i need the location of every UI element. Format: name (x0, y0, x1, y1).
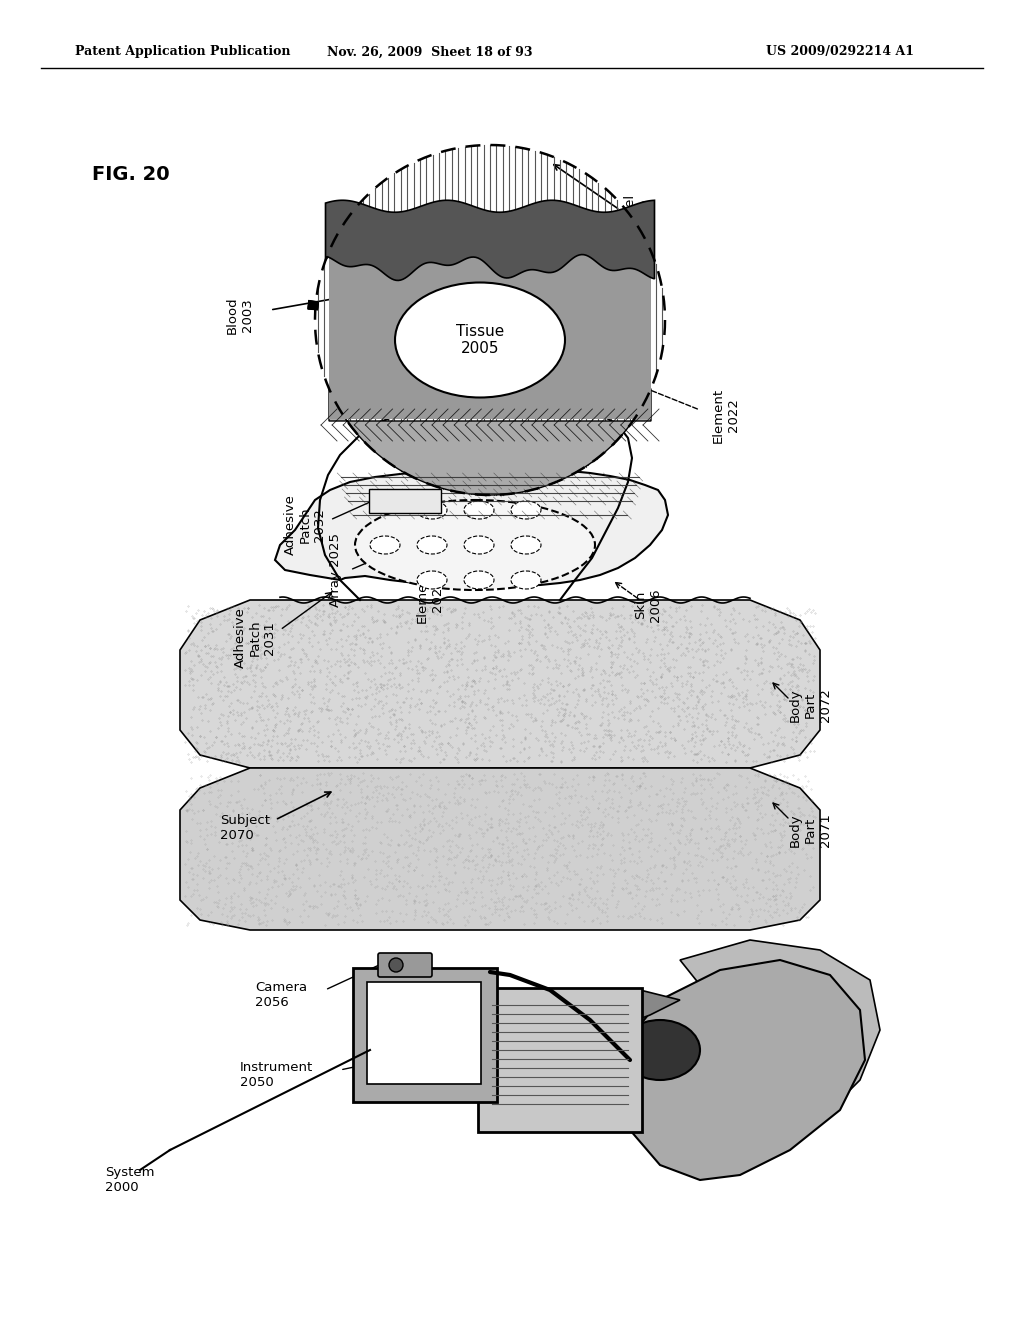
Text: Adhesive
Patch
2031: Adhesive Patch 2031 (233, 607, 276, 668)
Text: Body
Part
2071: Body Part 2071 (788, 813, 831, 847)
Text: System
2000: System 2000 (105, 1166, 155, 1195)
FancyBboxPatch shape (369, 488, 441, 513)
Text: Vessel
2009: Vessel 2009 (624, 194, 652, 236)
Polygon shape (600, 990, 680, 1030)
Polygon shape (326, 201, 654, 280)
Text: US 2009/0292214 A1: US 2009/0292214 A1 (766, 45, 914, 58)
Polygon shape (180, 601, 820, 768)
Text: Instrument
2050: Instrument 2050 (240, 1061, 313, 1089)
Polygon shape (680, 940, 880, 1140)
Text: Adhesive
Patch
2032: Adhesive Patch 2032 (284, 495, 327, 556)
Text: Element
2022: Element 2022 (712, 388, 740, 442)
Text: FIG. 20: FIG. 20 (92, 165, 170, 185)
Text: Camera
2056: Camera 2056 (255, 981, 307, 1008)
Text: Nov. 26, 2009  Sheet 18 of 93: Nov. 26, 2009 Sheet 18 of 93 (328, 45, 532, 58)
Polygon shape (329, 201, 651, 418)
Ellipse shape (389, 958, 403, 972)
Text: Patent Application Publication: Patent Application Publication (75, 45, 291, 58)
Ellipse shape (417, 502, 447, 519)
Ellipse shape (464, 536, 494, 554)
Text: Body
Part
2072: Body Part 2072 (788, 688, 831, 722)
Polygon shape (329, 388, 651, 495)
Text: Blood
2003: Blood 2003 (226, 296, 254, 334)
Ellipse shape (417, 536, 447, 554)
Polygon shape (615, 960, 865, 1180)
FancyBboxPatch shape (378, 953, 432, 977)
Polygon shape (275, 469, 668, 585)
Text: Array 2025: Array 2025 (329, 533, 341, 607)
Ellipse shape (620, 1020, 700, 1080)
Ellipse shape (417, 572, 447, 589)
Text: Skin
2006: Skin 2006 (634, 589, 662, 622)
Text: Clinician
2010: Clinician 2010 (692, 1131, 749, 1159)
Ellipse shape (355, 500, 595, 590)
Ellipse shape (395, 282, 565, 397)
Ellipse shape (511, 572, 541, 589)
FancyBboxPatch shape (367, 982, 481, 1084)
Ellipse shape (511, 536, 541, 554)
Text: Element
2021: Element 2021 (416, 568, 444, 623)
Text: Subject
2070: Subject 2070 (220, 814, 270, 842)
Ellipse shape (464, 572, 494, 589)
Text: Tissue
2005: Tissue 2005 (456, 323, 504, 356)
FancyBboxPatch shape (353, 968, 497, 1102)
Ellipse shape (464, 502, 494, 519)
Ellipse shape (370, 536, 400, 554)
Polygon shape (180, 768, 820, 931)
Ellipse shape (511, 502, 541, 519)
FancyBboxPatch shape (478, 987, 642, 1133)
